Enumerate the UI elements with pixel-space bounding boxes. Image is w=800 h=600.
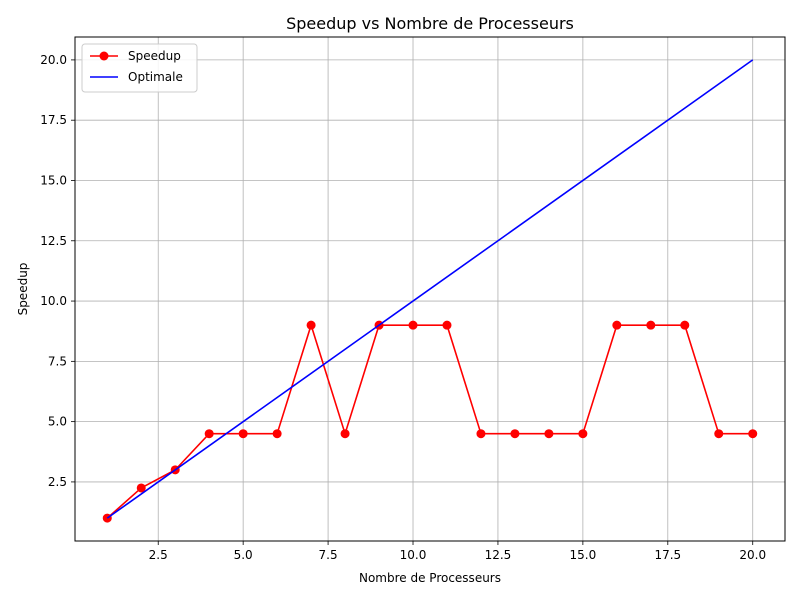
speedup-point [204, 429, 214, 439]
y-tick-label: 7.5 [48, 354, 67, 368]
y-tick-label: 20.0 [40, 53, 67, 67]
x-tick-label: 20.0 [739, 548, 766, 562]
speedup-point [442, 320, 452, 330]
speedup-point [544, 429, 554, 439]
speedup-line [106, 324, 753, 519]
plot-frame [74, 36, 786, 542]
y-tick-label: 12.5 [40, 234, 67, 248]
speedup-point [578, 429, 588, 439]
axis-ticks: 2.5 5.0 7.5 10.0 12.5 15.0 17.5 20.0 2.5 5.0 7.5 10… [40, 53, 766, 562]
legend-entry-optimale: Optimale [90, 70, 183, 84]
y-tick-label: 17.5 [40, 113, 67, 127]
y-axis-title: Speedup [16, 263, 30, 316]
x-tick-label: 10.0 [400, 548, 427, 562]
x-tick-label: 15.0 [570, 548, 597, 562]
legend-label: Optimale [128, 70, 183, 84]
x-tick-label: 5.0 [234, 548, 253, 562]
grid [75, 37, 785, 541]
speedup-point [136, 483, 146, 493]
speedup-point [340, 429, 350, 439]
x-tick-label: 17.5 [654, 548, 681, 562]
speedup-point [238, 429, 248, 439]
series-layer [102, 59, 758, 523]
legend-label: Speedup [128, 49, 181, 63]
legend-marker-swatch [99, 51, 109, 61]
legend: Speedup Optimale [81, 43, 198, 93]
speedup-point [714, 429, 724, 439]
speedup-point [510, 429, 520, 439]
y-tick-label: 15.0 [40, 173, 67, 187]
speedup-point [408, 320, 418, 330]
y-tick-label: 10.0 [40, 294, 67, 308]
x-tick-label: 2.5 [149, 548, 168, 562]
series-optimale [106, 59, 754, 519]
speedup-point [680, 320, 690, 330]
y-tick-label: 2.5 [48, 475, 67, 489]
speedup-point [748, 429, 758, 439]
speedup-point [272, 429, 282, 439]
legend-entry-speedup: Speedup [90, 49, 181, 63]
speedup-point [612, 320, 622, 330]
speedup-point [646, 320, 656, 330]
x-axis-title: Nombre de Processeurs [359, 571, 501, 585]
y-tick-label: 5.0 [48, 415, 67, 429]
optimale-line [106, 59, 754, 519]
chart-title: Speedup vs Nombre de Processeurs [286, 14, 574, 33]
x-tick-label: 7.5 [319, 548, 338, 562]
speedup-point [306, 320, 316, 330]
x-tick-label: 12.5 [485, 548, 512, 562]
speedup-point [476, 429, 486, 439]
